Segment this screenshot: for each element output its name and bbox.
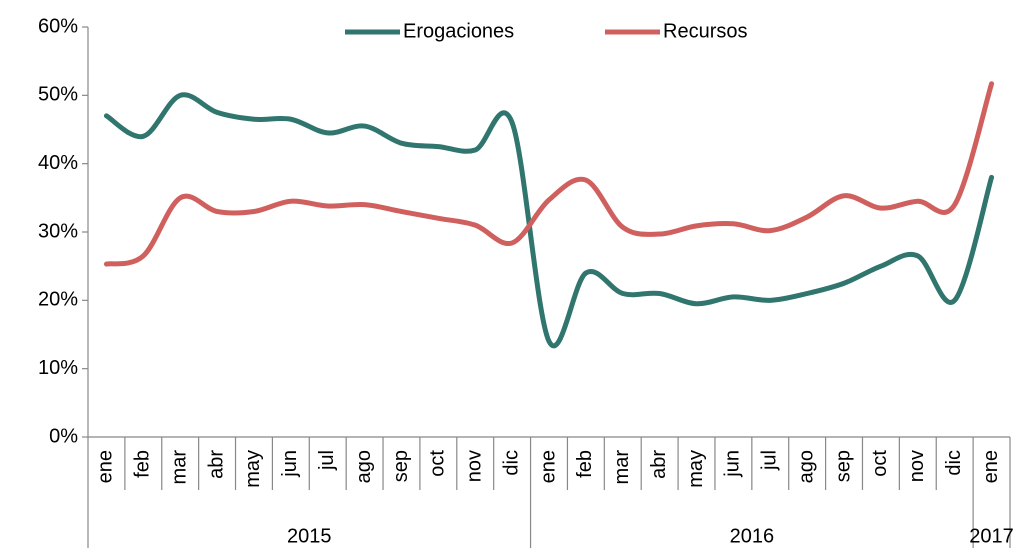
x-tick-label: abr	[205, 450, 227, 479]
y-tick-label: 10%	[38, 357, 78, 379]
x-tick-label: feb	[132, 450, 154, 478]
x-tick-label: nov	[464, 450, 486, 482]
y-tick-label: 50%	[38, 84, 78, 106]
x-tick-label: mar	[168, 450, 190, 485]
x-tick-label: ene	[537, 450, 559, 483]
x-tick-label: jun	[279, 450, 301, 478]
x-tick-label: ene	[980, 450, 1002, 483]
x-tick-label: jul	[316, 450, 338, 471]
y-tick-label: 40%	[38, 152, 78, 174]
x-tick-label: feb	[574, 450, 596, 478]
y-tick-label: 30%	[38, 220, 78, 242]
group-label: 2015	[287, 525, 332, 547]
x-tick-label: dic	[943, 450, 965, 476]
series-line	[103, 92, 995, 349]
x-tick-label: may	[242, 450, 264, 488]
legend-label: Recursos	[663, 20, 747, 42]
x-tick-label: sep	[832, 450, 854, 482]
y-tick-label: 0%	[49, 425, 78, 447]
series-line	[103, 81, 995, 267]
x-tick-label: may	[685, 450, 707, 488]
y-tick-label: 20%	[38, 289, 78, 311]
group-label: 2016	[730, 525, 775, 547]
x-tick-label: jun	[722, 450, 744, 478]
x-tick-label: ago	[795, 450, 817, 483]
x-tick-label: ago	[353, 450, 375, 483]
x-tick-label: sep	[390, 450, 412, 482]
y-tick-label: 60%	[38, 15, 78, 37]
x-tick-label: nov	[906, 450, 928, 482]
x-tick-label: jul	[759, 450, 781, 471]
group-label: 2017	[969, 525, 1014, 547]
x-tick-label: oct	[427, 450, 449, 477]
x-tick-label: ene	[95, 450, 117, 483]
x-tick-label: abr	[648, 450, 670, 479]
x-tick-label: dic	[500, 450, 522, 476]
x-tick-label: mar	[611, 450, 633, 485]
legend-label: Erogaciones	[403, 20, 514, 42]
x-tick-label: oct	[869, 450, 891, 477]
